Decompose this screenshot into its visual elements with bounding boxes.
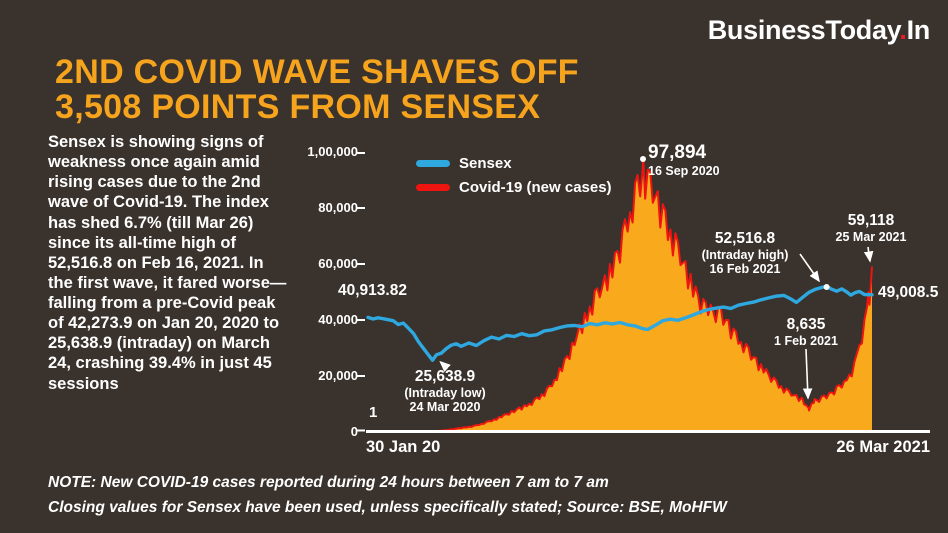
annotation-covid-end: 59,118 25 Mar 2021 — [821, 212, 921, 244]
chart: 1,00,000 80,000 60,000 40,000 20,000 0 Sensex… — [296, 142, 948, 462]
annotation-dot — [640, 156, 646, 162]
annotation-text: 24 Mar 2020 — [409, 400, 481, 415]
covid-line — [368, 156, 873, 433]
x-label-start: 30 Jan 20 — [366, 438, 441, 456]
annotation-covid-low: 8,635 1 Feb 2021 — [756, 316, 856, 348]
legend-item: Sensex — [416, 155, 612, 172]
annotation-arrow — [802, 348, 813, 400]
y-axis-labels: 1,00,000 80,000 60,000 40,000 20,000 0 — [296, 144, 358, 446]
annotation-text: 16 Feb 2021 — [709, 262, 781, 277]
footnotes: NOTE: New COVID-19 cases reported during… — [48, 470, 727, 520]
intro-text: Sensex is showing signs of weakness once… — [48, 133, 287, 393]
x-label-end: 26 Mar 2021 — [836, 438, 930, 456]
legend-swatch — [416, 184, 450, 191]
annotation-text: 49,008.5 — [878, 284, 939, 301]
headline-line1: 2ND COVID WAVE SHAVES OFF — [55, 53, 579, 91]
annotation-arrow — [439, 360, 451, 373]
brand-part1: BusinessToday — [707, 15, 900, 45]
y-tick-label: 80,000 — [318, 200, 358, 215]
annotation-text: (Intraday low) — [404, 386, 486, 400]
annotation-text: 97,894 — [648, 142, 707, 163]
annotation-text: 8,635 — [786, 316, 826, 333]
note-line-2: Closing values for Sensex have been used… — [48, 499, 727, 517]
annotation-sensex-start: 40,913.82 — [338, 282, 448, 300]
covid-area — [368, 157, 872, 432]
chart-legend: Sensex Covid-19 (new cases) — [416, 155, 612, 203]
annotation-text: 59,118 — [847, 212, 895, 229]
annotation-text: 52,516.8 — [714, 230, 776, 247]
annotation-arrow — [799, 253, 820, 283]
brand-part2: In — [906, 15, 931, 45]
y-tick-label: 0 — [350, 424, 358, 439]
annotation-dot — [823, 284, 830, 290]
legend-label: Covid-19 (new cases) — [459, 179, 612, 196]
brand-logo: BusinessToday.In — [707, 15, 931, 46]
annotation-sensex-low: 25,638.9 (Intraday low) 24 Mar 2020 — [390, 368, 500, 415]
annotation-text: 40,913.82 — [338, 282, 407, 299]
headline-line2: 3,508 POINTS FROM SENSEX — [55, 88, 541, 127]
annotation-text: 1 Feb 2021 — [774, 334, 838, 348]
annotation-text: 25,638.9 — [414, 368, 476, 385]
annotation-text: 16 Sep 2020 — [648, 164, 720, 178]
annotation-arrow — [863, 246, 874, 263]
y-tick-label: 1,00,000 — [307, 144, 358, 159]
annotation-text: (Intraday high) — [701, 248, 789, 262]
annotation-sensex-high: 52,516.8 (Intraday high) 16 Feb 2021 — [693, 230, 797, 277]
annotation-sensex-end: 49,008.5 — [878, 284, 948, 302]
annotation-text: 25 Mar 2021 — [835, 230, 907, 244]
legend-swatch — [416, 160, 450, 167]
brand-dot: . — [899, 15, 907, 45]
y-tick-label: 40,000 — [318, 312, 358, 327]
headline: 2ND COVID WAVE SHAVES OFF 3,508 POINTS F… — [55, 53, 579, 127]
origin-value-label: 1 — [369, 404, 378, 421]
y-tick-label: 60,000 — [318, 256, 358, 271]
sensex-line — [366, 284, 874, 362]
chart-plot: Sensex Covid-19 (new cases) 40,913.82 25,6… — [338, 142, 938, 433]
annotation-covid-peak: 97,894 16 Sep 2020 — [648, 142, 768, 178]
legend-label: Sensex — [459, 155, 512, 172]
note-line-1: NOTE: New COVID-19 cases reported during… — [48, 474, 609, 491]
chart-canvas — [357, 152, 930, 433]
y-tick-label: 20,000 — [318, 368, 358, 383]
legend-item: Covid-19 (new cases) — [416, 179, 612, 196]
